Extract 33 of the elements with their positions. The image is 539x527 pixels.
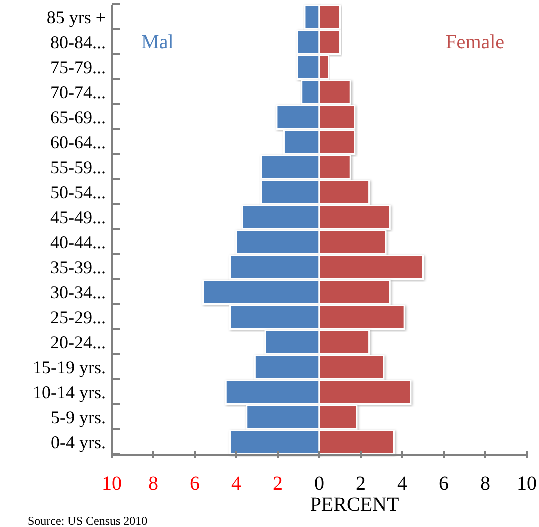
y-tick-label: 0-4 yrs.: [51, 432, 106, 452]
x-tick-label: 10: [102, 473, 122, 496]
y-tick-label: 35-39...: [50, 257, 106, 278]
y-tick-label: 20-24...: [50, 332, 106, 352]
y-tick-label: 60-64...: [50, 132, 106, 152]
x-tick-label: 4: [232, 473, 242, 496]
source-note: Source: US Census 2010: [28, 514, 148, 527]
y-tick-label: 65-69...: [50, 107, 106, 128]
x-tick-label: 6: [190, 473, 200, 496]
x-tick-label: 8: [148, 473, 158, 496]
y-tick-label: 80-84...: [50, 32, 106, 52]
x-tick-label: 2: [356, 473, 366, 496]
x-tick-label: 0: [314, 473, 324, 496]
y-tick-label: 45-49...: [50, 207, 106, 228]
y-tick-label: 55-59...: [50, 157, 106, 178]
x-tick-label: 8: [480, 473, 490, 496]
y-tick-label: 15-19 yrs.: [33, 357, 106, 378]
y-tick-label: 70-74...: [50, 82, 106, 102]
x-axis-title: PERCENT: [310, 494, 400, 516]
y-tick-label: 10-14 yrs.: [33, 382, 106, 402]
x-tick-label: 10: [517, 473, 537, 496]
x-tick-label: 4: [398, 473, 408, 496]
y-tick-label: 40-44...: [50, 232, 106, 252]
y-tick-label: 75-79...: [50, 57, 106, 78]
x-tick-label: 2: [273, 473, 283, 496]
y-tick-label: 50-54...: [50, 182, 106, 202]
y-tick-label: 5-9 yrs.: [51, 407, 106, 428]
y-tick-label: 85 yrs +: [46, 7, 106, 28]
text: Mal: [142, 32, 174, 54]
x-tick-label: 6: [439, 473, 449, 496]
text: Female: [446, 32, 505, 54]
y-tick-label: 25-29...: [50, 307, 106, 328]
y-tick-label: 30-34...: [50, 282, 106, 302]
